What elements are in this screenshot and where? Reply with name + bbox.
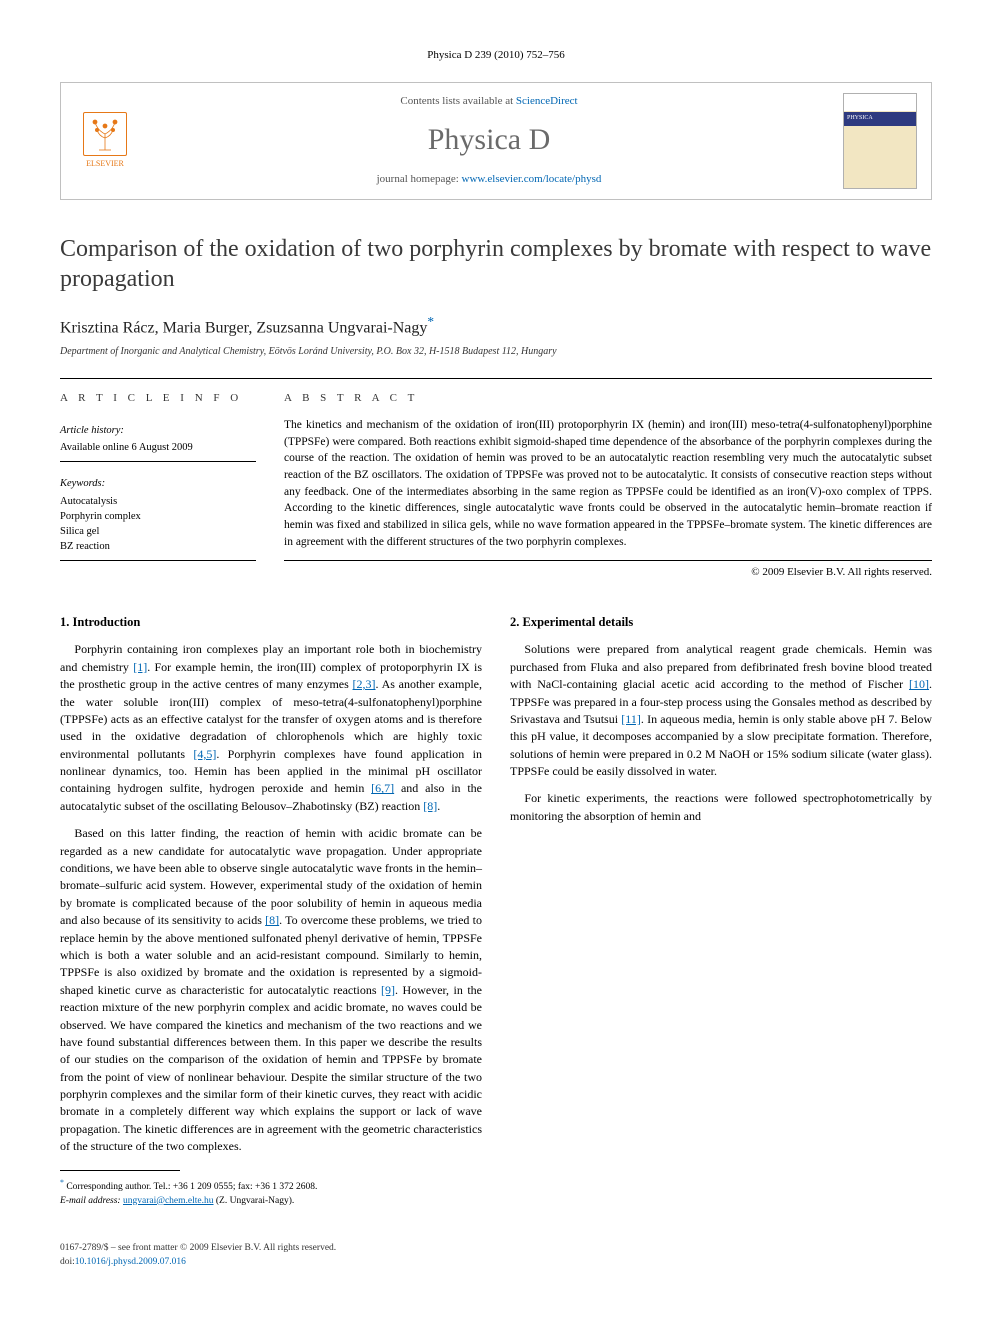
issn-line: 0167-2789/$ – see front matter © 2009 El…	[60, 1242, 932, 1256]
journal-cover-thumb: PHYSICA	[843, 93, 917, 189]
citation-link[interactable]: [9]	[381, 983, 395, 997]
body-paragraph: Based on this latter finding, the reacti…	[60, 825, 482, 1155]
doi-label: doi:	[60, 1257, 75, 1267]
body-paragraph: For kinetic experiments, the reactions w…	[510, 790, 932, 825]
abstract-copyright: © 2009 Elsevier B.V. All rights reserved…	[284, 565, 932, 581]
masthead-center: Contents lists available at ScienceDirec…	[149, 94, 829, 187]
section-1-heading: 1. Introduction	[60, 613, 482, 631]
abstract-col: a b s t r a c t The kinetics and mechani…	[284, 378, 932, 581]
abstract-text: The kinetics and mechanism of the oxidat…	[284, 417, 932, 561]
citation-link[interactable]: [10]	[909, 677, 929, 691]
journal-name: Physica D	[149, 118, 829, 162]
citation-link[interactable]: [4,5]	[193, 747, 216, 761]
footnote-separator	[60, 1170, 180, 1171]
body-paragraph: Solutions were prepared from analytical …	[510, 641, 932, 780]
corr-text: Corresponding author. Tel.: +36 1 209 05…	[66, 1182, 317, 1192]
page-root: Physica D 239 (2010) 752–756 ELSEVIER Co…	[0, 0, 992, 1310]
corr-email-link[interactable]: ungvarai@chem.elte.hu	[123, 1196, 214, 1206]
citation-link[interactable]: [1]	[133, 660, 147, 674]
contents-prefix: Contents lists available at	[400, 95, 515, 107]
text-run: .	[437, 799, 440, 813]
homepage-prefix: journal homepage:	[377, 173, 462, 185]
homepage-line: journal homepage: www.elsevier.com/locat…	[149, 172, 829, 188]
keywords-block: Keywords: Autocatalysis Porphyrin comple…	[60, 462, 256, 561]
email-label: E-mail address:	[60, 1196, 121, 1206]
corresponding-footnote: * Corresponding author. Tel.: +36 1 209 …	[60, 1177, 482, 1209]
citation-link[interactable]: [6,7]	[371, 781, 394, 795]
text-run: . However, in the reaction mixture of th…	[60, 983, 482, 1154]
elsevier-label: ELSEVIER	[86, 158, 124, 170]
body-columns: 1. Introduction Porphyrin containing iro…	[60, 613, 932, 1218]
doi-line: doi:10.1016/j.physd.2009.07.016	[60, 1256, 932, 1270]
citation-link[interactable]: [11]	[621, 712, 641, 726]
keywords-header: Keywords:	[60, 476, 256, 491]
citation-link[interactable]: [2,3]	[353, 677, 376, 691]
section-2-heading: 2. Experimental details	[510, 613, 932, 631]
keyword-item: Porphyrin complex	[60, 509, 256, 524]
cover-stripe: PHYSICA	[844, 112, 916, 126]
article-info-col: a r t i c l e i n f o Article history: A…	[60, 378, 256, 581]
body-paragraph: Porphyrin containing iron complexes play…	[60, 641, 482, 815]
article-title: Comparison of the oxidation of two porph…	[60, 234, 932, 294]
corresponding-mark: *	[427, 314, 434, 329]
doi-link[interactable]: 10.1016/j.physd.2009.07.016	[75, 1257, 186, 1267]
citation-link[interactable]: [8]	[423, 799, 437, 813]
running-head: Physica D 239 (2010) 752–756	[60, 48, 932, 64]
authors: Krisztina Rácz, Maria Burger, Zsuzsanna …	[60, 312, 932, 340]
text-run: Solutions were prepared from analytical …	[510, 642, 932, 691]
article-info-label: a r t i c l e i n f o	[60, 391, 256, 407]
page-footer: 0167-2789/$ – see front matter © 2009 El…	[60, 1242, 932, 1270]
history-header: Article history:	[60, 423, 256, 438]
sciencedirect-link[interactable]: ScienceDirect	[516, 95, 578, 107]
abstract-label: a b s t r a c t	[284, 391, 932, 407]
citation-link[interactable]: [8]	[265, 913, 279, 927]
keyword-item: BZ reaction	[60, 539, 256, 554]
contents-line: Contents lists available at ScienceDirec…	[149, 94, 829, 110]
history-line: Available online 6 August 2009	[60, 440, 256, 455]
affiliation: Department of Inorganic and Analytical C…	[60, 345, 932, 360]
keyword-item: Autocatalysis	[60, 494, 256, 509]
email-person: (Z. Ungvarai-Nagy).	[216, 1196, 294, 1206]
footnote-mark: *	[60, 1178, 64, 1187]
history-block: Article history: Available online 6 Augu…	[60, 417, 256, 462]
info-abstract-row: a r t i c l e i n f o Article history: A…	[60, 378, 932, 581]
authors-list: Krisztina Rácz, Maria Burger, Zsuzsanna …	[60, 319, 427, 336]
masthead: ELSEVIER Contents lists available at Sci…	[60, 82, 932, 200]
keyword-item: Silica gel	[60, 524, 256, 539]
elsevier-logo: ELSEVIER	[75, 106, 135, 176]
elsevier-tree-icon	[83, 112, 127, 156]
homepage-link[interactable]: www.elsevier.com/locate/physd	[462, 173, 602, 185]
